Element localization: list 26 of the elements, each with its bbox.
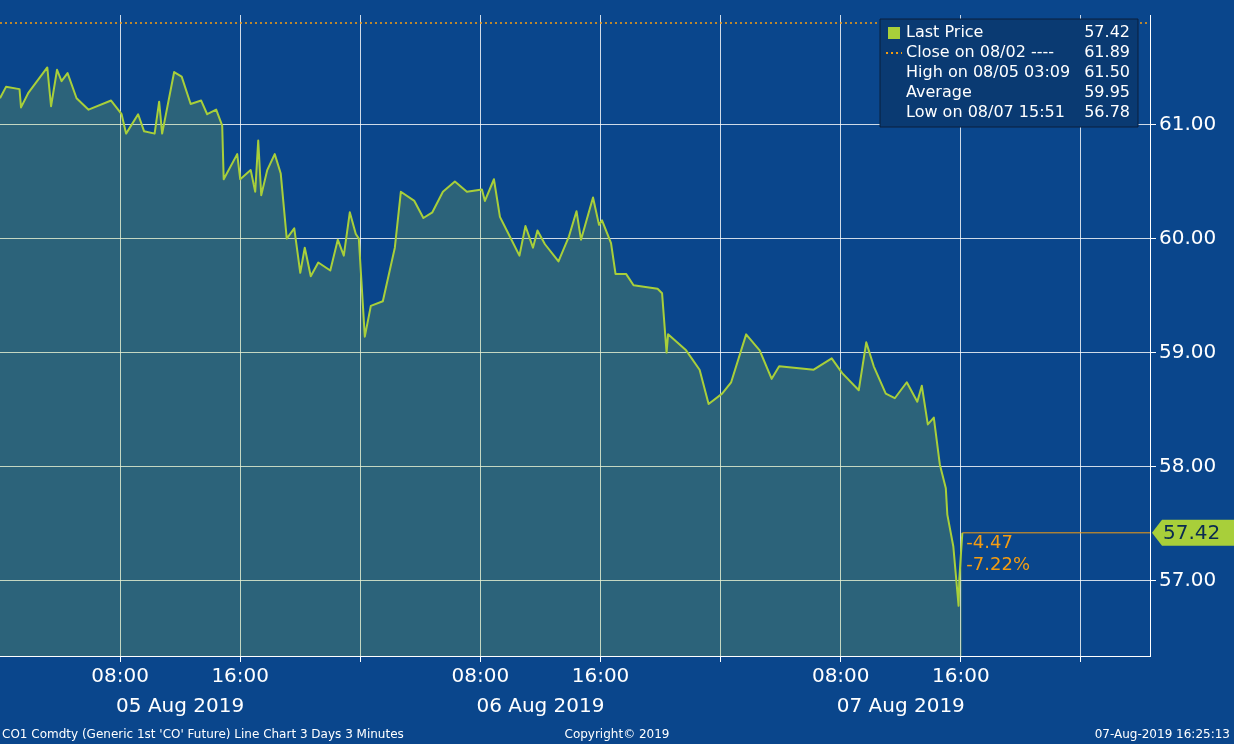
x-tick-label: 16:00 xyxy=(211,663,270,688)
annotation: -7.22% xyxy=(966,553,1031,575)
legend-label: Last Price xyxy=(906,22,984,42)
y-tick-label: 57.00 xyxy=(1159,566,1217,591)
annotation: High on 08/05 03:09 61.50 xyxy=(906,62,1130,82)
y-tick-label: 58.00 xyxy=(1159,452,1217,477)
text: CO1 Comdty (Generic 1st 'CO' Future) Line Chart 3 Days 3 Minutes xyxy=(2,727,404,741)
text: Average 59.95 xyxy=(906,82,1130,102)
x2-tick-label: 06 Aug 2019 xyxy=(476,693,605,718)
text: Low on 08/07 15:51 56.78 xyxy=(906,102,1130,122)
annotation: -4.47 xyxy=(966,531,1013,553)
text: 07-Aug-2019 16:25:13 xyxy=(1094,727,1230,741)
x-tick-label: 08:00 xyxy=(451,663,510,688)
text: Close on 08/02 ---- 61.89 xyxy=(906,42,1130,62)
x-tick-label: 08:00 xyxy=(811,663,870,688)
data-label: 57.42 xyxy=(1163,520,1221,545)
y-tick-label: 61.00 xyxy=(1159,110,1217,135)
x-tick-label: 08:00 xyxy=(91,663,149,688)
text: Copyright© 2019 xyxy=(564,727,670,741)
y-tick-label: 60.00 xyxy=(1159,224,1217,249)
x2-tick-label: 05 Aug 2019 xyxy=(116,693,245,718)
text: 57.42 xyxy=(1084,22,1130,42)
x2-tick-label: 07 Aug 2019 xyxy=(836,693,965,718)
y-tick-label: 59.00 xyxy=(1159,338,1217,363)
x-tick-label: 16:00 xyxy=(932,663,990,688)
x-tick-label: 16:00 xyxy=(571,663,630,688)
